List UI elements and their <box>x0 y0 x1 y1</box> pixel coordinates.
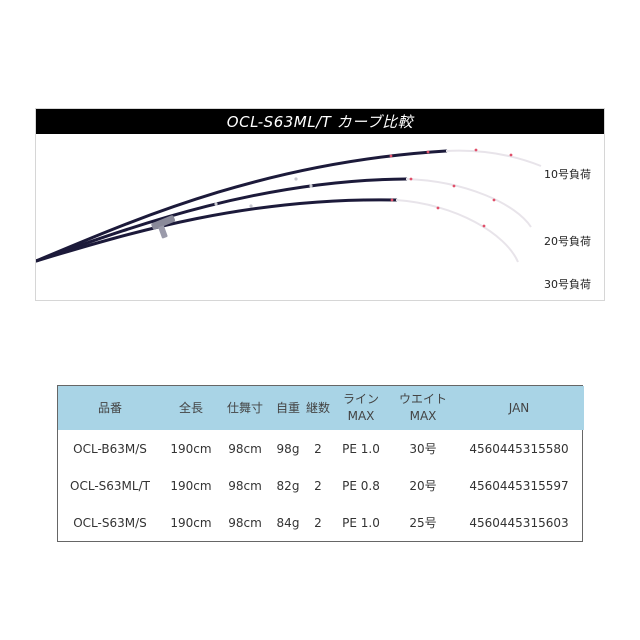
cell-weight: 82g <box>276 478 300 493</box>
cell-weight: 98g <box>276 441 300 456</box>
header-extended: 仕舞寸 <box>226 400 263 415</box>
spec-table-container: 品番 全長 仕舞寸 自重 継数 ライン MAX ウエイト MAX JAN OCL… <box>57 385 584 542</box>
cell-sections: 2 <box>314 515 322 530</box>
curve-comparison-panel: OCL-S63ML/T カーブ比較 <box>35 108 605 301</box>
tip-accent-marks <box>389 148 513 228</box>
header-jan: JAN <box>508 400 530 415</box>
rod-tip-20 <box>405 178 532 228</box>
rod-curve-10 <box>36 149 448 263</box>
cell-jan: 4560445315597 <box>469 478 569 493</box>
cell-sections: 2 <box>314 478 322 493</box>
cell-lure: 25号 <box>409 516 437 530</box>
cell-length: 190cm <box>170 478 212 493</box>
load-label-30: 30号負荷 <box>544 278 591 291</box>
header-line-max: ライン MAX <box>330 386 392 430</box>
cell-line: PE 1.0 <box>342 441 380 456</box>
header-length: 全長 <box>178 400 203 415</box>
cell-name: OCL-S63M/S <box>73 515 147 530</box>
cell-length: 190cm <box>170 441 212 456</box>
cell-jan: 4560445315603 <box>469 515 569 530</box>
header-line-max-label: MAX <box>347 409 375 423</box>
spec-table: 品番 全長 仕舞寸 自重 継数 ライン MAX ウエイト MAX JAN OCL… <box>58 386 584 541</box>
cell-extended: 98cm <box>228 441 262 456</box>
header-row: 品番 全長 仕舞寸 自重 継数 ライン MAX ウエイト MAX JAN <box>58 386 584 430</box>
cell-line: PE 1.0 <box>342 515 380 530</box>
table-row: OCL-S63M/S 190cm 98cm 84g 2 PE 1.0 25号 4… <box>58 504 584 541</box>
header-sections: 継数 <box>306 400 331 415</box>
reel-seat <box>151 215 176 230</box>
rod-curve-30 <box>36 198 398 263</box>
rod-tip-30 <box>395 199 519 263</box>
table-row: OCL-B63M/S 190cm 98cm 98g 2 PE 1.0 30号 4… <box>58 430 584 467</box>
load-label-10: 10号負荷 <box>544 168 591 181</box>
cell-extended: 98cm <box>228 515 262 530</box>
cell-line: PE 0.8 <box>342 478 380 493</box>
cell-name: OCL-B63M/S <box>73 441 147 456</box>
header-lure-max: ウエイト MAX <box>392 386 454 430</box>
cell-sections: 2 <box>314 441 322 456</box>
header-name: 品番 <box>97 400 122 415</box>
rod-curve-illustration <box>36 148 542 263</box>
curve-title: OCL-S63ML/T カーブ比較 <box>226 113 414 131</box>
cell-length: 190cm <box>170 515 212 530</box>
reel-foot <box>158 225 168 239</box>
curve-title-bar: OCL-S63ML/T カーブ比較 <box>36 109 604 134</box>
spec-table-header: 品番 全長 仕舞寸 自重 継数 ライン MAX ウエイト MAX JAN <box>58 386 584 430</box>
table-row: OCL-S63ML/T 190cm 98cm 82g 2 PE 0.8 20号 … <box>58 467 584 504</box>
load-label-20: 20号負荷 <box>544 235 591 248</box>
spec-table-body: OCL-B63M/S 190cm 98cm 98g 2 PE 1.0 30号 4… <box>58 430 584 541</box>
cell-extended: 98cm <box>228 478 262 493</box>
rod-guides <box>214 177 313 208</box>
header-lure-max-label: MAX <box>409 409 437 423</box>
header-lure-label: ウエイト <box>398 392 447 406</box>
header-weight: 自重 <box>275 400 300 415</box>
header-line-label: ライン <box>342 392 379 406</box>
cell-weight: 84g <box>276 515 300 530</box>
cell-name: OCL-S63ML/T <box>70 478 150 493</box>
cell-jan: 4560445315580 <box>469 441 569 456</box>
rod-tip-10 <box>445 149 542 167</box>
cell-lure: 20号 <box>409 479 437 493</box>
rod-curve-20 <box>36 177 408 263</box>
cell-lure: 30号 <box>409 442 437 456</box>
